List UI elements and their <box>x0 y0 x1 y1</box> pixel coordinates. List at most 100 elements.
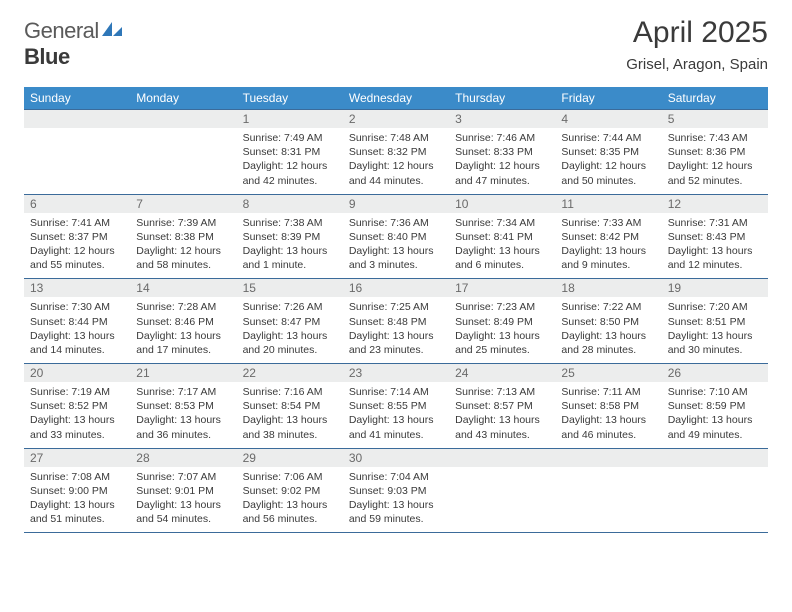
sunrise-text: Sunrise: 7:34 AM <box>455 216 549 230</box>
day-details: Sunrise: 7:10 AMSunset: 8:59 PMDaylight:… <box>662 382 768 448</box>
daylight-text: Daylight: 13 hours and 17 minutes. <box>136 329 230 357</box>
day-details-empty <box>449 467 555 525</box>
day-cell: 8Sunrise: 7:38 AMSunset: 8:39 PMDaylight… <box>237 194 343 279</box>
title-block: April 2025 Grisel, Aragon, Spain <box>626 18 768 73</box>
day-details: Sunrise: 7:28 AMSunset: 8:46 PMDaylight:… <box>130 297 236 363</box>
day-details: Sunrise: 7:44 AMSunset: 8:35 PMDaylight:… <box>555 128 661 194</box>
day-cell: 21Sunrise: 7:17 AMSunset: 8:53 PMDayligh… <box>130 364 236 449</box>
day-details: Sunrise: 7:25 AMSunset: 8:48 PMDaylight:… <box>343 297 449 363</box>
day-details: Sunrise: 7:41 AMSunset: 8:37 PMDaylight:… <box>24 213 130 279</box>
week-row: 1Sunrise: 7:49 AMSunset: 8:31 PMDaylight… <box>24 110 768 195</box>
day-number: 29 <box>237 449 343 467</box>
day-details: Sunrise: 7:11 AMSunset: 8:58 PMDaylight:… <box>555 382 661 448</box>
sunrise-text: Sunrise: 7:13 AM <box>455 385 549 399</box>
calendar-page: General Blue April 2025 Grisel, Aragon, … <box>0 0 792 551</box>
sunset-text: Sunset: 8:44 PM <box>30 315 124 329</box>
day-details: Sunrise: 7:20 AMSunset: 8:51 PMDaylight:… <box>662 297 768 363</box>
logo-sail-icon <box>100 20 124 38</box>
sunset-text: Sunset: 8:33 PM <box>455 145 549 159</box>
sunrise-text: Sunrise: 7:33 AM <box>561 216 655 230</box>
day-details: Sunrise: 7:39 AMSunset: 8:38 PMDaylight:… <box>130 213 236 279</box>
day-cell: 4Sunrise: 7:44 AMSunset: 8:35 PMDaylight… <box>555 110 661 195</box>
day-cell: 15Sunrise: 7:26 AMSunset: 8:47 PMDayligh… <box>237 279 343 364</box>
day-cell: 6Sunrise: 7:41 AMSunset: 8:37 PMDaylight… <box>24 194 130 279</box>
day-number: 12 <box>662 195 768 213</box>
day-details: Sunrise: 7:13 AMSunset: 8:57 PMDaylight:… <box>449 382 555 448</box>
calendar-body: 1Sunrise: 7:49 AMSunset: 8:31 PMDaylight… <box>24 110 768 533</box>
day-details: Sunrise: 7:08 AMSunset: 9:00 PMDaylight:… <box>24 467 130 533</box>
day-number: 24 <box>449 364 555 382</box>
daylight-text: Daylight: 13 hours and 20 minutes. <box>243 329 337 357</box>
daylight-text: Daylight: 12 hours and 58 minutes. <box>136 244 230 272</box>
day-number: 28 <box>130 449 236 467</box>
sunset-text: Sunset: 8:32 PM <box>349 145 443 159</box>
calendar-table: Sunday Monday Tuesday Wednesday Thursday… <box>24 87 768 532</box>
daylight-text: Daylight: 12 hours and 52 minutes. <box>668 159 762 187</box>
sunrise-text: Sunrise: 7:30 AM <box>30 300 124 314</box>
day-details: Sunrise: 7:23 AMSunset: 8:49 PMDaylight:… <box>449 297 555 363</box>
sunrise-text: Sunrise: 7:43 AM <box>668 131 762 145</box>
day-cell: 26Sunrise: 7:10 AMSunset: 8:59 PMDayligh… <box>662 364 768 449</box>
weekday-header-row: Sunday Monday Tuesday Wednesday Thursday… <box>24 87 768 110</box>
sunset-text: Sunset: 8:39 PM <box>243 230 337 244</box>
sunrise-text: Sunrise: 7:08 AM <box>30 470 124 484</box>
day-cell: 20Sunrise: 7:19 AMSunset: 8:52 PMDayligh… <box>24 364 130 449</box>
weekday-header: Thursday <box>449 87 555 110</box>
sunrise-text: Sunrise: 7:26 AM <box>243 300 337 314</box>
daylight-text: Daylight: 13 hours and 1 minute. <box>243 244 337 272</box>
day-details: Sunrise: 7:07 AMSunset: 9:01 PMDaylight:… <box>130 467 236 533</box>
day-number: 4 <box>555 110 661 128</box>
day-number: 13 <box>24 279 130 297</box>
day-details-empty <box>24 128 130 186</box>
week-row: 13 Sunrise: 7:30 AMSunset: 8:44 PM Dayligh… <box>24 279 768 364</box>
day-number: 3 <box>449 110 555 128</box>
day-details: Sunrise: 7:38 AMSunset: 8:39 PMDaylight:… <box>237 213 343 279</box>
day-number: 25 <box>555 364 661 382</box>
day-cell: 16Sunrise: 7:25 AMSunset: 8:48 PMDayligh… <box>343 279 449 364</box>
day-number: 23 <box>343 364 449 382</box>
sunrise-text: Sunrise: 7:28 AM <box>136 300 230 314</box>
sunset-text: Sunset: 8:38 PM <box>136 230 230 244</box>
sunset-text: Sunset: 8:51 PM <box>668 315 762 329</box>
sunset-text: Sunset: 8:54 PM <box>243 399 337 413</box>
sunrise-text: Sunrise: 7:07 AM <box>136 470 230 484</box>
day-cell: 14Sunrise: 7:28 AMSunset: 8:46 PMDayligh… <box>130 279 236 364</box>
day-cell: 18Sunrise: 7:22 AMSunset: 8:50 PMDayligh… <box>555 279 661 364</box>
page-header: General Blue April 2025 Grisel, Aragon, … <box>24 18 768 73</box>
day-details: Sunrise: 7:22 AMSunset: 8:50 PMDaylight:… <box>555 297 661 363</box>
daylight-text: Daylight: 13 hours and 46 minutes. <box>561 413 655 441</box>
sunset-text: Sunset: 8:52 PM <box>30 399 124 413</box>
daylight-text: Daylight: 13 hours and 9 minutes. <box>561 244 655 272</box>
day-number: 2 <box>343 110 449 128</box>
location-subtitle: Grisel, Aragon, Spain <box>626 56 768 73</box>
day-cell: 25Sunrise: 7:11 AMSunset: 8:58 PMDayligh… <box>555 364 661 449</box>
sunrise-text: Sunrise: 7:14 AM <box>349 385 443 399</box>
sunrise-text: Sunrise: 7:36 AM <box>349 216 443 230</box>
daylight-text: Daylight: 12 hours and 42 minutes. <box>243 159 337 187</box>
day-details: Sunrise: 7:34 AMSunset: 8:41 PMDaylight:… <box>449 213 555 279</box>
day-number-empty <box>662 449 768 467</box>
day-number: 9 <box>343 195 449 213</box>
day-cell: 22Sunrise: 7:16 AMSunset: 8:54 PMDayligh… <box>237 364 343 449</box>
day-number: 21 <box>130 364 236 382</box>
sunrise-text: Sunrise: 7:06 AM <box>243 470 337 484</box>
day-number: 11 <box>555 195 661 213</box>
sunrise-text: Sunrise: 7:19 AM <box>30 385 124 399</box>
sunset-text: Sunset: 8:57 PM <box>455 399 549 413</box>
day-number: 7 <box>130 195 236 213</box>
sunrise-text: Sunrise: 7:49 AM <box>243 131 337 145</box>
day-number-empty <box>449 449 555 467</box>
day-details: Sunrise: 7:33 AMSunset: 8:42 PMDaylight:… <box>555 213 661 279</box>
day-details: Sunrise: 7:04 AMSunset: 9:03 PMDaylight:… <box>343 467 449 533</box>
day-cell: 30Sunrise: 7:04 AMSunset: 9:03 PMDayligh… <box>343 448 449 532</box>
sunset-text: Sunset: 8:37 PM <box>30 230 124 244</box>
daylight-text: Daylight: 13 hours and 43 minutes. <box>455 413 549 441</box>
daylight-text: Daylight: 13 hours and 6 minutes. <box>455 244 549 272</box>
daylight-text: Daylight: 13 hours and 38 minutes. <box>243 413 337 441</box>
day-cell: 1Sunrise: 7:49 AMSunset: 8:31 PMDaylight… <box>237 110 343 195</box>
daylight-text: Daylight: 13 hours and 30 minutes. <box>668 329 762 357</box>
sunset-text: Sunset: 8:41 PM <box>455 230 549 244</box>
day-cell: 27Sunrise: 7:08 AMSunset: 9:00 PMDayligh… <box>24 448 130 532</box>
daylight-text: Daylight: 13 hours and 49 minutes. <box>668 413 762 441</box>
daylight-text: Daylight: 12 hours and 47 minutes. <box>455 159 549 187</box>
